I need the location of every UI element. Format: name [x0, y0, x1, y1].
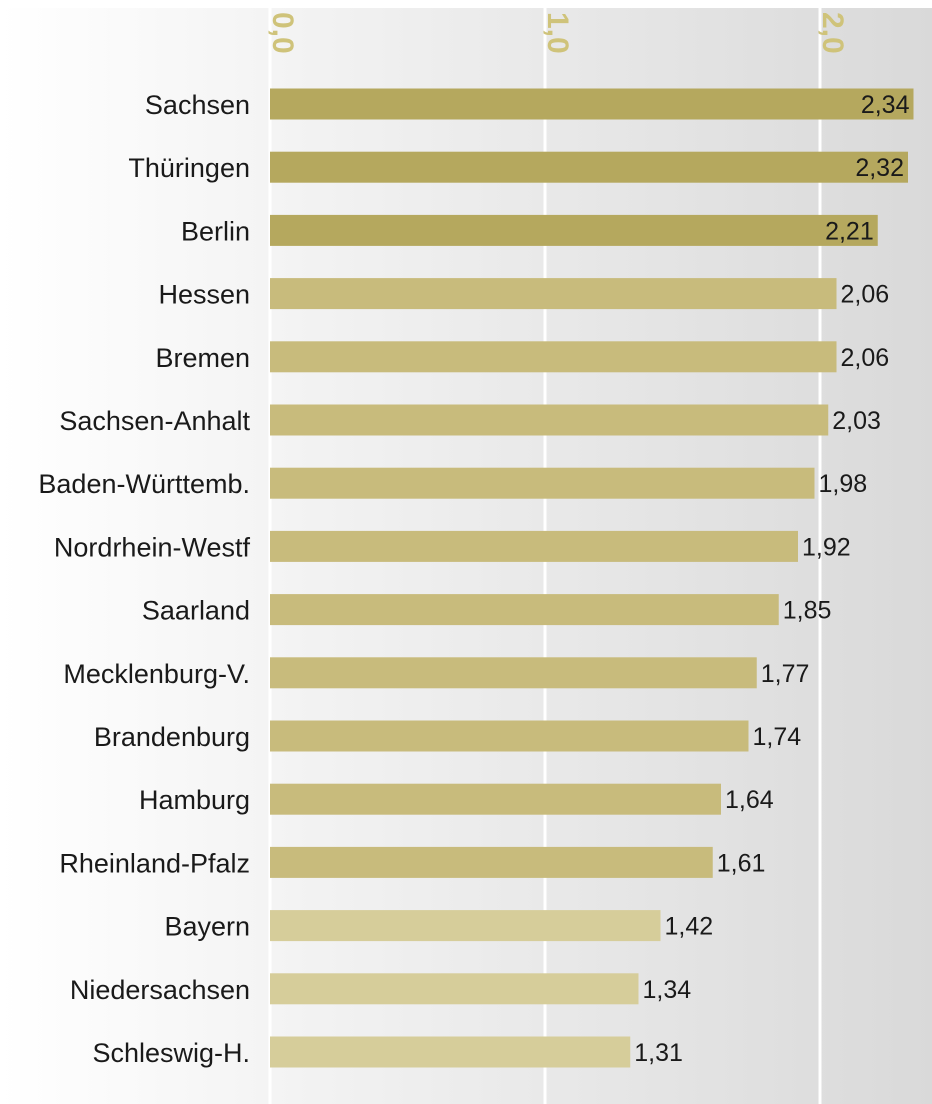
value-label: 1,85 — [783, 597, 832, 625]
bar-6 — [270, 467, 815, 499]
category-label: Mecklenburg-V. — [63, 659, 250, 689]
category-label: Hessen — [158, 280, 250, 310]
category-label: Brandenburg — [94, 722, 250, 752]
value-label: 1,31 — [634, 1039, 683, 1067]
x-tick-label: 1,0 — [541, 12, 574, 54]
bar-0 — [270, 88, 914, 120]
bar-1 — [270, 151, 908, 183]
value-label: 1,61 — [717, 849, 766, 877]
value-label: 2,03 — [832, 407, 881, 435]
bar-5 — [270, 404, 829, 436]
category-labels: Sachsen Thüringen Berlin Hessen Bremen Sachse… — [38, 90, 250, 1068]
category-label: Sachsen-Anhalt — [59, 406, 250, 436]
value-label: 2,06 — [841, 344, 890, 372]
value-label: 1,77 — [761, 660, 810, 688]
category-label: Bayern — [164, 912, 250, 942]
bar-4 — [270, 341, 837, 373]
bar-11 — [270, 783, 721, 815]
category-label: Thüringen — [128, 153, 250, 183]
category-label: Schleswig-H. — [92, 1038, 250, 1068]
value-label: 1,74 — [753, 723, 802, 751]
bar-3 — [270, 278, 837, 310]
bar-15 — [270, 1036, 631, 1068]
category-label: Baden-Württemb. — [38, 469, 250, 499]
value-label: 1,92 — [802, 533, 851, 561]
bar-14 — [270, 973, 639, 1005]
category-label: Nordrhein-Westf — [54, 532, 251, 562]
category-label: Hamburg — [139, 785, 250, 815]
value-label: 2,34 — [861, 91, 910, 119]
bar-13 — [270, 910, 661, 942]
bar-9 — [270, 657, 757, 689]
value-label: 1,34 — [643, 976, 692, 1004]
x-tick-label: 0,0 — [266, 12, 299, 54]
bar-10 — [270, 720, 749, 752]
category-label: Sachsen — [145, 90, 250, 120]
bar-2 — [270, 214, 878, 246]
category-label: Rheinland-Pfalz — [59, 848, 250, 878]
x-tick-label: 2,0 — [816, 12, 849, 54]
category-label: Bremen — [155, 343, 250, 373]
value-label: 2,32 — [855, 154, 904, 182]
category-label: Berlin — [181, 216, 250, 246]
bars — [270, 88, 914, 1068]
value-label: 2,21 — [825, 217, 874, 245]
category-label: Saarland — [142, 596, 250, 626]
bar-12 — [270, 846, 713, 878]
value-label: 1,64 — [725, 786, 774, 814]
bar-8 — [270, 594, 779, 626]
value-labels: 2,34 2,32 2,21 2,06 2,06 2,03 1,98 1,92 1,85 1,77… — [634, 91, 909, 1067]
x-tick-labels: 0,0 1,0 2,0 — [266, 12, 849, 54]
value-label: 2,06 — [841, 281, 890, 309]
value-label: 1,42 — [665, 913, 714, 941]
bar-7 — [270, 530, 798, 562]
value-label: 1,98 — [819, 470, 868, 498]
category-label: Niedersachsen — [70, 975, 250, 1005]
